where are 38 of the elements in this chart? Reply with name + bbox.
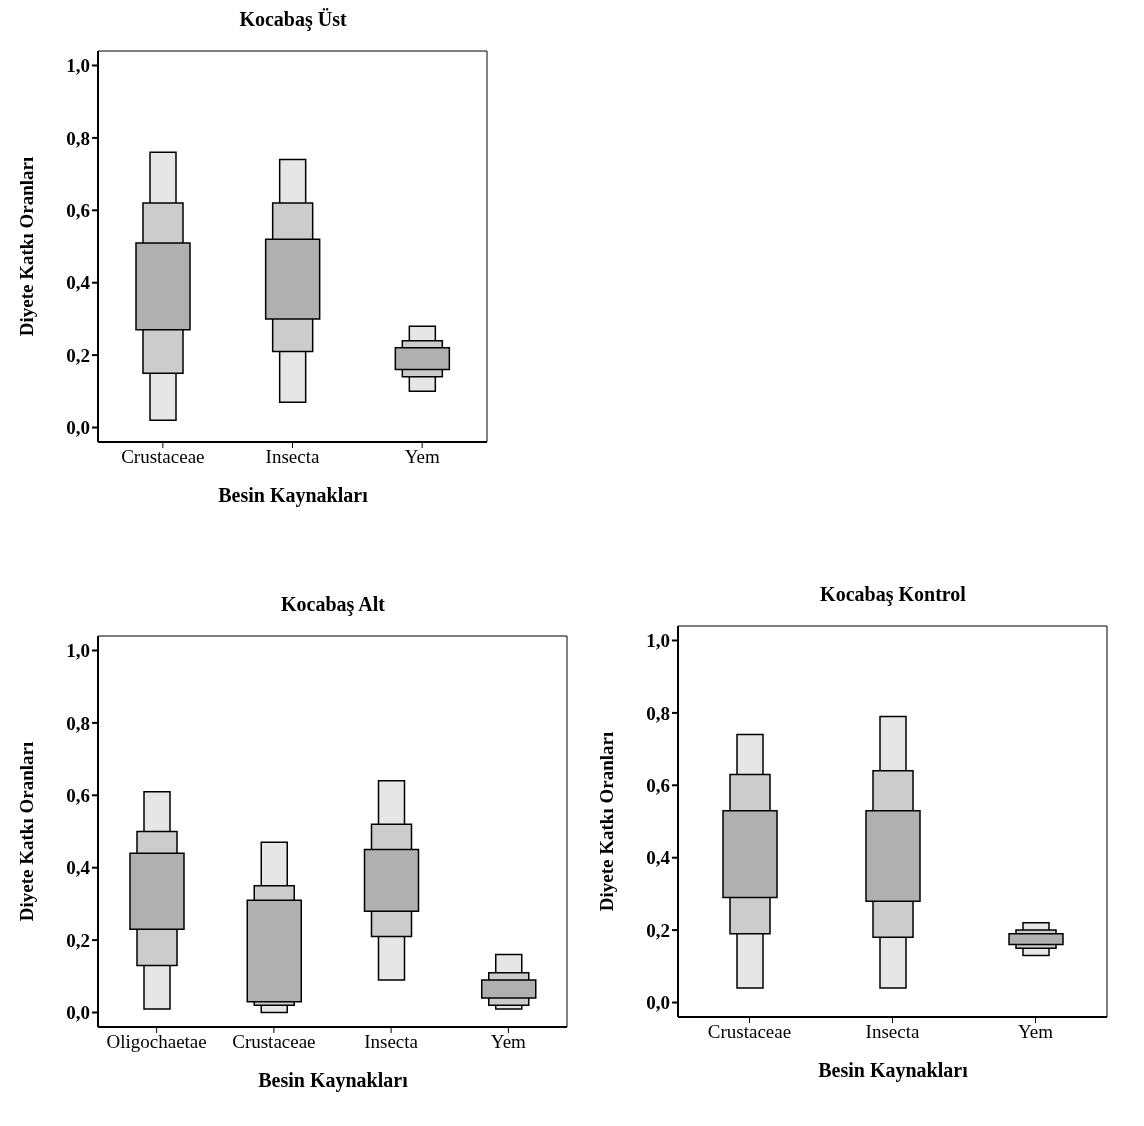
bar	[1008, 932, 1064, 946]
x-tick-label: Oligochaetae	[106, 1031, 207, 1053]
y-tick-label: 0,4	[646, 847, 671, 869]
x-tick-label: Crustaceae	[232, 1031, 316, 1053]
y-tick-label: 0,6	[66, 200, 90, 222]
y-tick-label: 0,8	[646, 702, 670, 724]
y-tick-label: 0,2	[66, 929, 90, 951]
y-tick-label: 0,6	[646, 775, 670, 797]
x-tick-label: Crustaceae	[121, 446, 205, 468]
chart-title: Kocabaş Kontrol	[819, 583, 967, 608]
y-tick-label: 0,0	[66, 417, 90, 439]
chart-title: Kocabaş Alt	[280, 593, 386, 618]
x-tick-label: Yem	[1017, 1021, 1054, 1043]
y-tick-label: 0,4	[66, 857, 91, 879]
y-tick-label: 1,0	[66, 640, 90, 662]
x-tick-label: Crustaceae	[707, 1021, 792, 1043]
y-tick-label: 0,8	[66, 127, 90, 149]
y-tick-label: 0,6	[66, 785, 90, 807]
x-axis-title: Besin Kaynakları	[817, 1059, 969, 1082]
y-tick-label: 0,2	[646, 919, 670, 941]
x-tick-label: Insecta	[265, 446, 320, 468]
x-axis-title: Besin Kaynakları	[217, 484, 369, 507]
y-tick-label: 1,0	[66, 55, 90, 77]
y-axis-title: Diyete Katkı Oranları	[595, 731, 617, 912]
y-tick-label: 0,4	[66, 272, 91, 294]
y-tick-label: 0,0	[646, 992, 670, 1014]
x-axis-title: Besin Kaynakları	[257, 1069, 409, 1092]
chart-title: Kocabaş Üst	[238, 8, 348, 33]
x-tick-label: Insecta	[865, 1021, 920, 1043]
y-tick-label: 0,2	[66, 344, 90, 366]
y-tick-label: 1,0	[646, 630, 670, 652]
y-tick-label: 0,0	[66, 1002, 90, 1024]
y-axis-title: Diyete Katkı Oranları	[15, 156, 37, 337]
x-tick-label: Insecta	[364, 1031, 419, 1053]
y-tick-label: 0,8	[66, 712, 90, 734]
x-tick-label: Yem	[404, 446, 440, 468]
y-axis-title: Diyete Katkı Oranları	[15, 741, 37, 922]
x-tick-label: Yem	[490, 1031, 527, 1053]
